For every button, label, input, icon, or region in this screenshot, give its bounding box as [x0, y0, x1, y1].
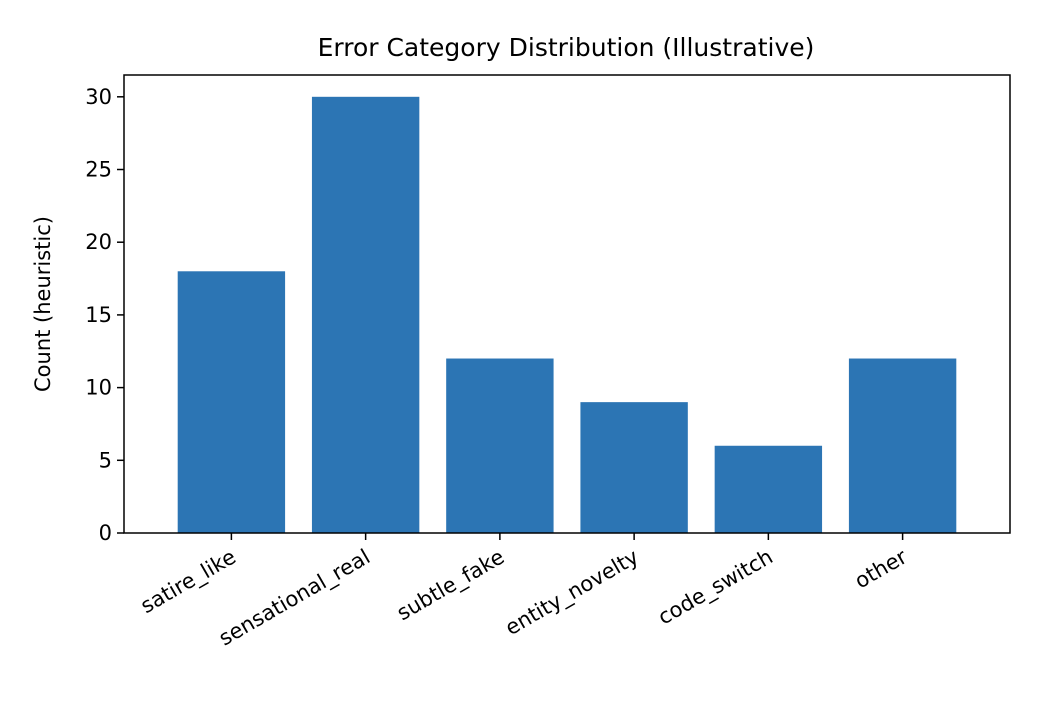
chart-title: Error Category Distribution (Illustrativ… — [318, 33, 815, 62]
x-tick-label: sensational_real — [215, 545, 375, 652]
y-tick-label: 5 — [99, 448, 112, 472]
bar-sensational-real — [311, 96, 420, 534]
y-tick-label: 20 — [85, 230, 112, 254]
x-tick-label: entity_novelty — [501, 545, 643, 641]
y-tick-label: 30 — [85, 85, 112, 109]
x-tick-label: other — [851, 544, 912, 593]
y-tick-label: 0 — [99, 521, 112, 545]
y-tick-label: 10 — [85, 376, 112, 400]
bar-entity-novelty — [580, 402, 688, 533]
x-tick-label: code_switch — [654, 545, 778, 631]
bars-group — [177, 96, 957, 534]
y-axis-label: Count (heuristic) — [31, 216, 55, 392]
y-tick-label: 25 — [85, 158, 112, 182]
bar-code-switch — [714, 445, 823, 533]
bar-subtle-fake — [446, 358, 554, 533]
x-tick-label: subtle_fake — [393, 545, 509, 626]
plot-area-frame — [123, 74, 1011, 534]
bar-other — [848, 358, 957, 533]
bar-satire-like — [177, 271, 286, 533]
x-tick-label: satire_like — [137, 545, 241, 619]
y-tick-label: 15 — [85, 303, 112, 327]
